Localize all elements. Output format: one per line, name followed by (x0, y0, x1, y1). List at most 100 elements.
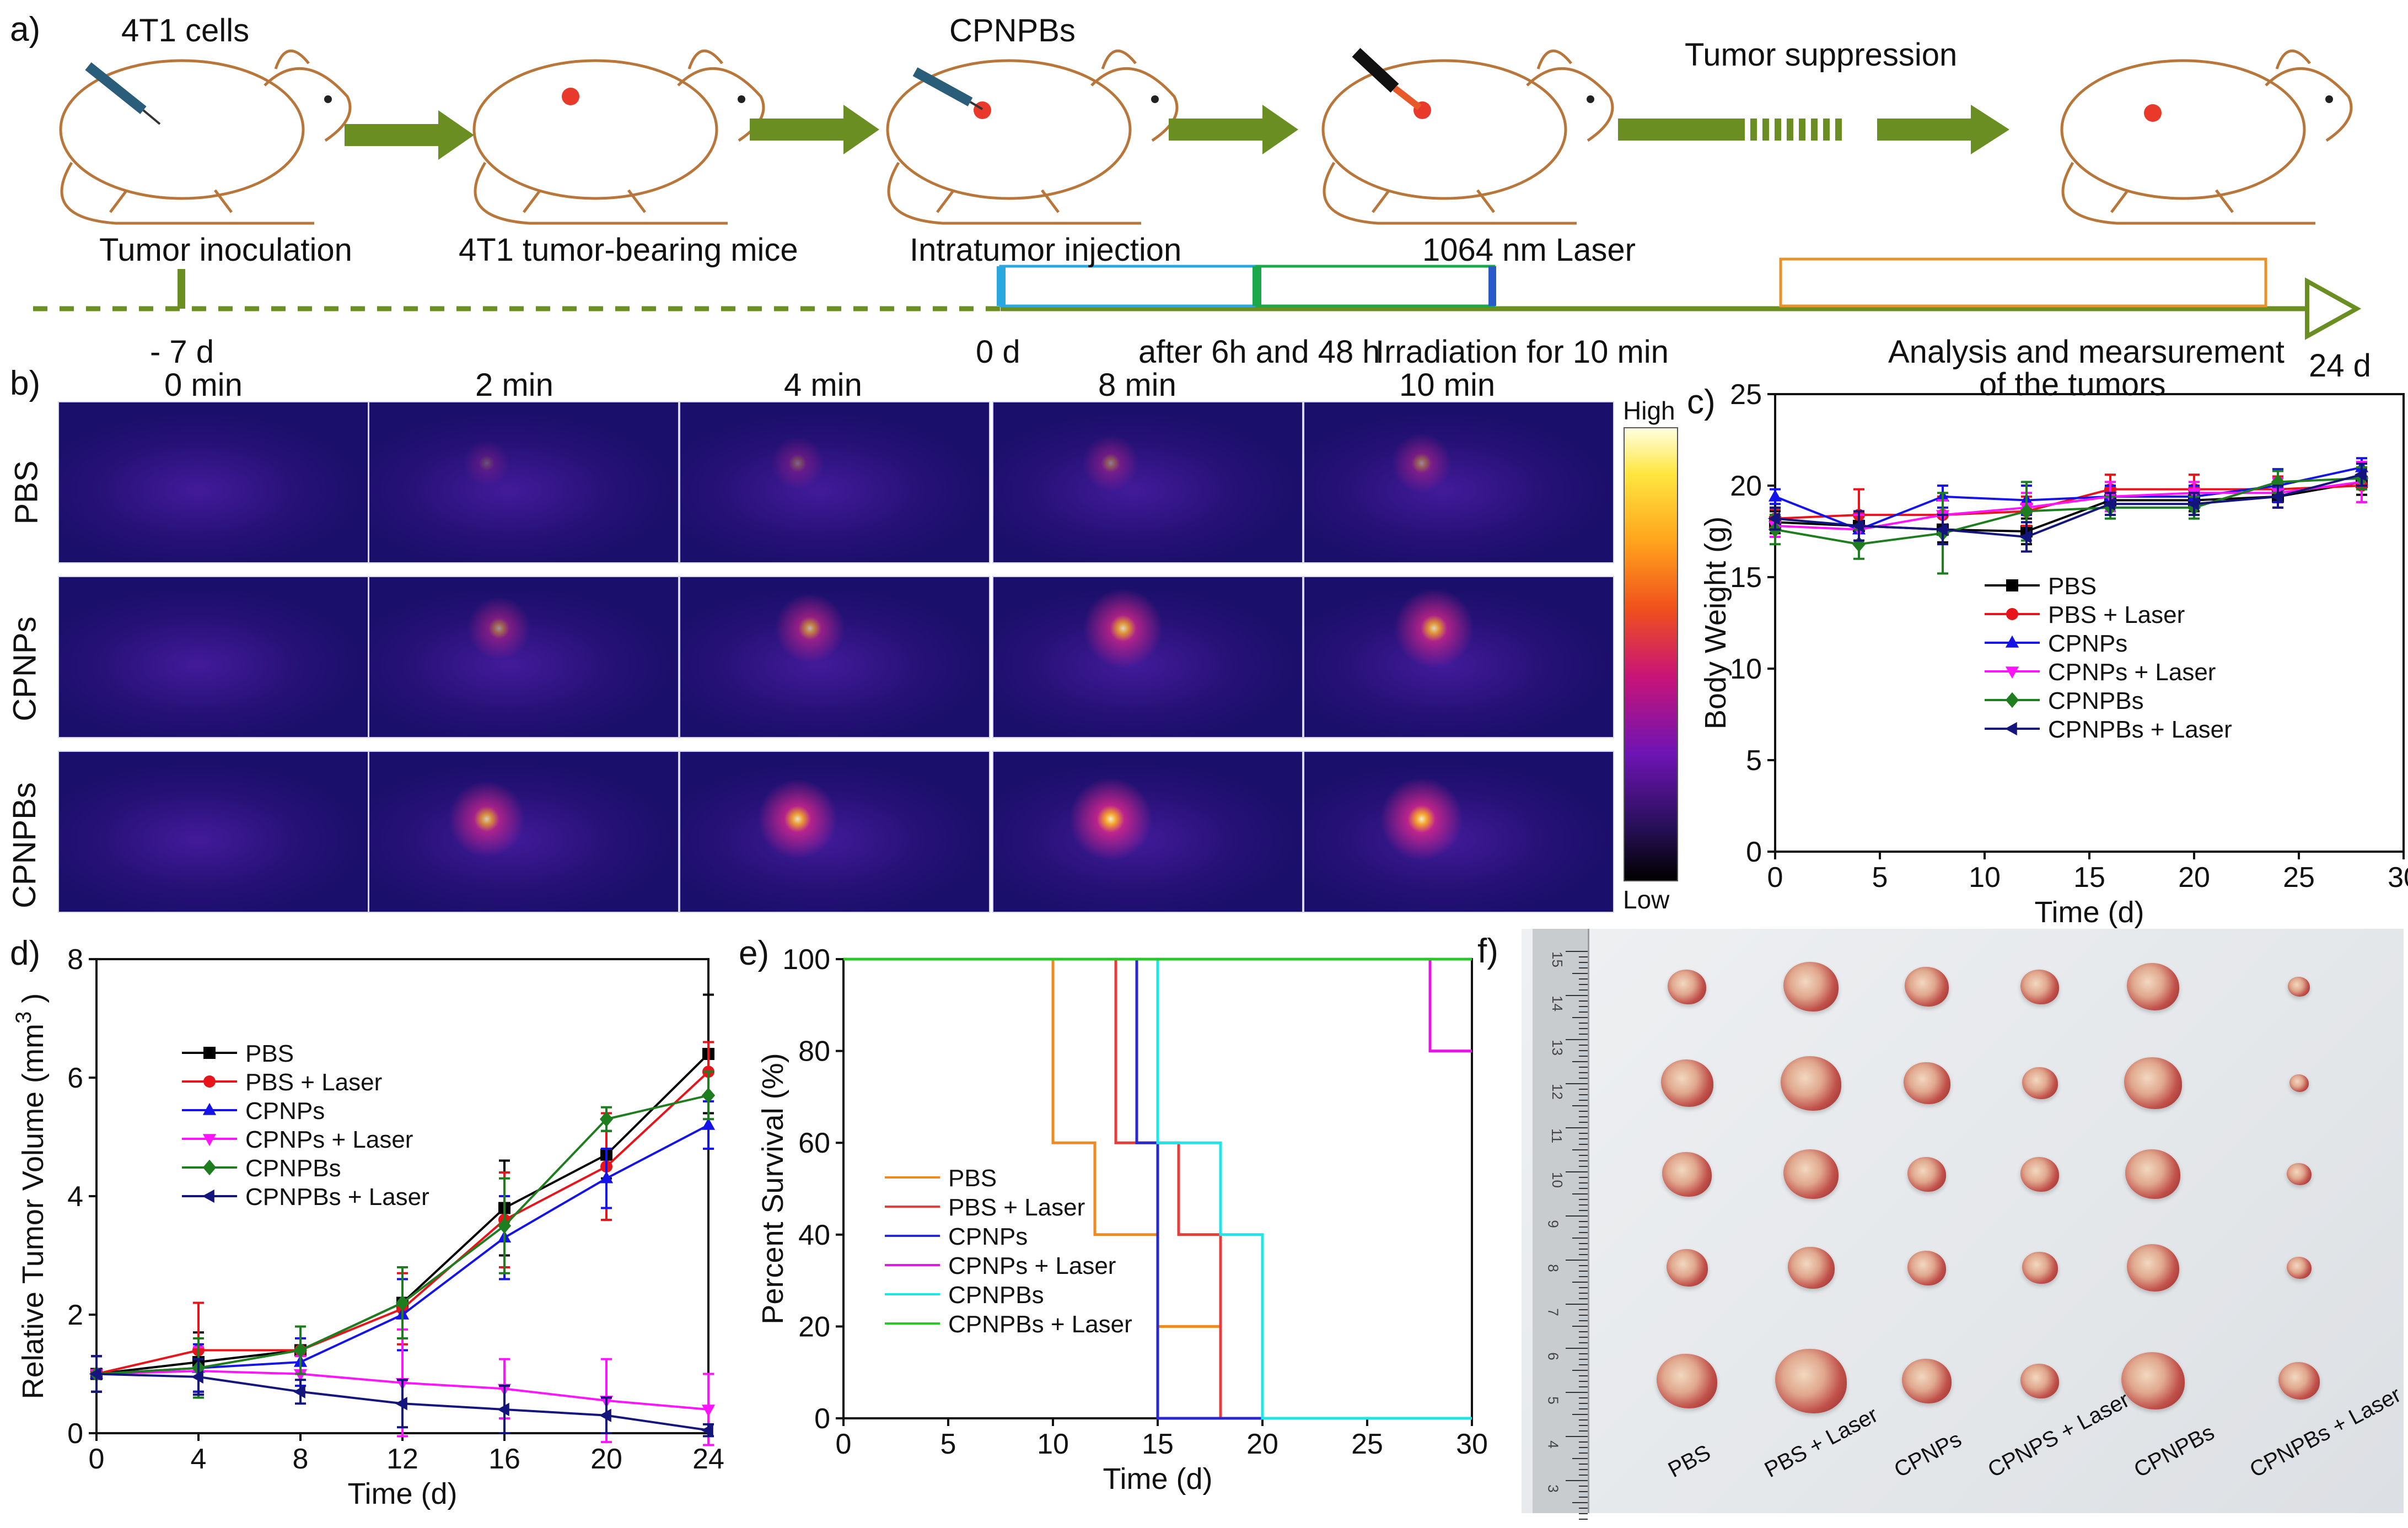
thermal-image (58, 401, 369, 563)
data-point (599, 1408, 611, 1422)
legend-marker (2005, 666, 2019, 679)
ruler-tick (1579, 1342, 1588, 1343)
ruler-tick (1579, 1094, 1588, 1095)
tumor-sample (2126, 963, 2179, 1010)
x-tick-label: 8 (293, 1443, 309, 1475)
legend-item: CPNPBs + Laser (885, 1311, 1132, 1338)
ruler-tick (1572, 1326, 1588, 1327)
y-tick-label: 25 (1730, 379, 1762, 411)
ruler-mark: 15 (1549, 951, 1566, 967)
ruler-tick (1579, 1469, 1588, 1470)
ruler-tick (1579, 1298, 1588, 1299)
legend-marker (202, 1102, 217, 1115)
ruler-mark: 7 (1545, 1308, 1562, 1316)
ruler-tick (1579, 1012, 1588, 1013)
thermal-image (368, 751, 679, 913)
ruler-tick (1579, 1513, 1588, 1514)
ruler-tick (1579, 1232, 1588, 1233)
series-line (1775, 474, 2362, 538)
ruler-tick (1579, 1475, 1588, 1476)
y-axis-label-sup: 3 (12, 1012, 36, 1024)
legend-label: CPNPs (245, 1097, 325, 1125)
mouse-2 (474, 51, 764, 223)
tumor-sample (1660, 1059, 1713, 1107)
ruler-tick (1579, 1447, 1588, 1448)
data-point (293, 1385, 305, 1398)
y-tick-label: 0 (814, 1403, 830, 1435)
legend-label: CPNPBs (245, 1155, 341, 1182)
time-col-3: 8 min (1098, 367, 1176, 403)
ruler-tick (1579, 1067, 1588, 1068)
step-tumor-bearing: 4T1 tumor-bearing mice (459, 232, 798, 268)
data-point (599, 1171, 614, 1183)
ruler-tick (1566, 1039, 1588, 1040)
ruler-tick (1572, 1149, 1588, 1150)
series-line (1775, 466, 2362, 531)
thermal-image (368, 576, 679, 738)
legend-marker (2005, 635, 2019, 648)
y-axis-label: Relative Tumor Volume (mm3 ) (12, 993, 50, 1399)
ruler-tick (1579, 1452, 1588, 1454)
thermal-image (58, 576, 369, 738)
x-axis-label: Time (d) (1103, 1462, 1213, 1495)
ruler-tick (1579, 1028, 1588, 1029)
ruler-tick (1579, 1078, 1588, 1079)
legend-marker (202, 1134, 217, 1147)
tumor-sample (1783, 1149, 1839, 1199)
data-point (2186, 497, 2199, 511)
y-tick-label: 20 (1730, 470, 1762, 502)
legend-label: CPNPs + Laser (2048, 659, 2216, 686)
ruler-tick (1572, 1502, 1588, 1503)
ruler-tick (1566, 1348, 1588, 1349)
data-point (1851, 519, 1864, 533)
ruler-tick (1579, 1497, 1588, 1498)
ruler-tick (1579, 1100, 1588, 1101)
tumor-sample (2124, 1057, 2182, 1110)
colorbar-low: Low (1623, 885, 1670, 914)
tumor-sample (2278, 1362, 2320, 1400)
time-0d: 0 d (976, 334, 1020, 370)
legend-label: PBS + Laser (245, 1069, 382, 1096)
ruler-tick (1579, 1254, 1588, 1255)
x-tick-label: 24 (692, 1443, 724, 1475)
ruler-tick (1579, 1397, 1588, 1398)
data-point (497, 1218, 512, 1234)
legend-item: PBS + Laser (182, 1069, 382, 1096)
thermal-image (679, 576, 990, 738)
data-point (293, 1342, 308, 1358)
tumor-sample (2020, 969, 2059, 1004)
legend-marker (202, 1189, 214, 1203)
ruler-tick (1566, 951, 1588, 952)
data-point (395, 1295, 410, 1311)
ruler-mark: 11 (1549, 1128, 1565, 1143)
series-line (843, 957, 1472, 1420)
thermal-image (1303, 751, 1614, 913)
y-tick-label: 8 (67, 944, 83, 976)
ruler-tick (1579, 1177, 1588, 1178)
time-24d: 24 d (2309, 348, 2371, 384)
tumor-sample (2126, 1244, 2179, 1292)
ruler-tick (1579, 1034, 1588, 1035)
tumor-sample (1787, 1246, 1835, 1289)
ruler-tick (1579, 1072, 1588, 1073)
ruler-mark: 8 (1545, 1264, 1562, 1272)
ruler-tick (1579, 1441, 1588, 1443)
x-tick-label: 20 (1246, 1428, 1278, 1460)
x-tick-label: 10 (1969, 862, 2001, 894)
chart-e-survival: e) 0 5 10 15 20 25 30 0 20 40 60 80 100 Time (d) Percen… (739, 934, 1488, 1495)
ruler-tick (1572, 1061, 1588, 1062)
x-tick-label: 30 (1456, 1428, 1488, 1460)
legend-item: CPNPBs + Laser (1985, 716, 2232, 743)
colorbar (1624, 427, 1678, 881)
ruler-tick (1579, 1271, 1588, 1272)
ruler-tick (1579, 1386, 1588, 1387)
panel-b-letter: b) (10, 364, 41, 402)
ruler-tick (1566, 1392, 1588, 1393)
mouse-5 (2062, 51, 2351, 223)
x-tick-label: 10 (1037, 1428, 1069, 1460)
legend-item: PBS (182, 1040, 294, 1067)
row-label-cpnps: CPNPs (7, 616, 43, 722)
ruler: 15 14 13 12 11 10 9 8 7 6 5 4 3 (1533, 929, 1589, 1520)
